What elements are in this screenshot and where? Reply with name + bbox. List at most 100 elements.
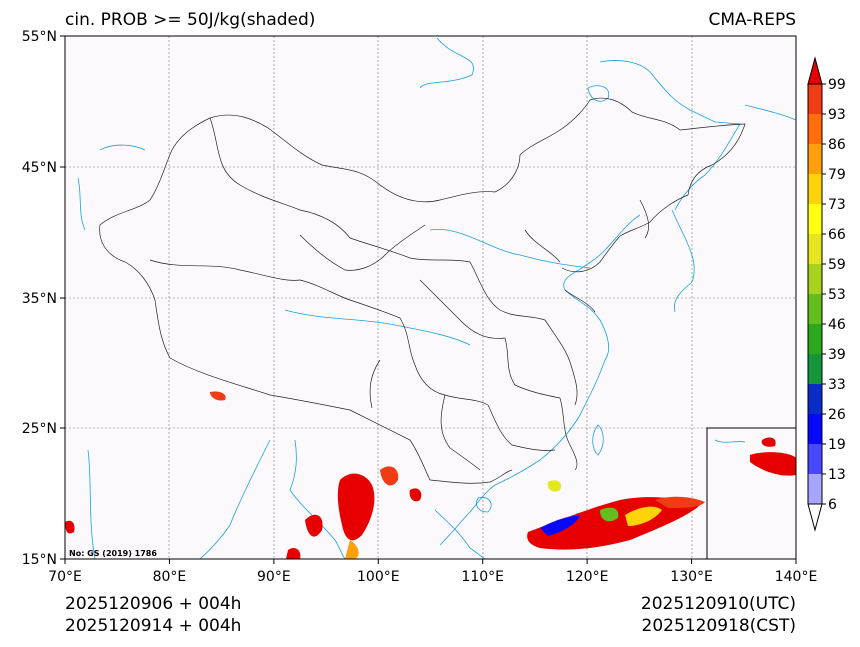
colorbar-label: 33 bbox=[828, 377, 846, 393]
colorbar-extend-low bbox=[807, 503, 823, 532]
china-west-border bbox=[99, 117, 431, 481]
shade-myanmar-south bbox=[345, 540, 359, 559]
colorbar-segment bbox=[808, 384, 822, 414]
lake-baikal bbox=[419, 37, 474, 89]
chart-title: cin. PROB >= 50J/kg(shaded) bbox=[65, 10, 315, 30]
shanxi-boundary bbox=[469, 261, 546, 321]
colorbar-extend-high bbox=[807, 56, 823, 85]
model-name: CMA-REPS bbox=[708, 10, 796, 30]
lat-label: 45°N bbox=[22, 160, 57, 176]
shade-bengal-1 bbox=[305, 514, 323, 537]
colorbar-label: 79 bbox=[828, 167, 846, 183]
approval-number: No: GS (2019) 1786 bbox=[69, 549, 157, 558]
map-background bbox=[65, 36, 796, 559]
shade-green-cell bbox=[600, 507, 619, 522]
colorbar-label: 19 bbox=[828, 437, 846, 453]
anhui-boundary bbox=[544, 319, 578, 406]
lon-label: 90°E bbox=[257, 569, 291, 585]
liaoning-boundary bbox=[561, 235, 621, 273]
colorbar: 6 13 19 26 33 39 46 53 59 66 73 79 86 93 99 bbox=[807, 56, 846, 532]
colorbar-label: 53 bbox=[828, 287, 846, 303]
sichuan-boundary bbox=[399, 317, 489, 406]
balkhash-lake bbox=[99, 144, 146, 151]
okhotsk-coast bbox=[744, 104, 797, 121]
lon-label: 110°E bbox=[461, 569, 504, 585]
china-east-coast bbox=[439, 214, 641, 546]
shade-yellow-cell bbox=[625, 506, 662, 526]
inset-map bbox=[706, 427, 797, 560]
colorbar-label: 99 bbox=[828, 77, 846, 93]
lon-label: 130°E bbox=[670, 569, 713, 585]
shade-small-cell bbox=[547, 480, 562, 492]
shade-philippines bbox=[655, 496, 705, 508]
colorbar-label: 59 bbox=[828, 257, 846, 273]
yangtze-river bbox=[284, 309, 471, 346]
lon-label: 140°E bbox=[775, 569, 818, 585]
colorbar-label: 39 bbox=[828, 347, 846, 363]
shade-vietnam bbox=[409, 488, 422, 502]
colorbar-segment bbox=[808, 444, 822, 474]
inset-shade-small bbox=[761, 437, 776, 447]
inset-shade-red bbox=[750, 452, 796, 476]
colorbar-label: 26 bbox=[828, 407, 846, 423]
india-east-coast bbox=[199, 439, 271, 560]
map-panel: No: GS (2019) 1786 bbox=[64, 35, 797, 560]
colorbar-label: 93 bbox=[828, 107, 846, 123]
hebei-boundary bbox=[524, 229, 561, 263]
colorbar-segment bbox=[808, 474, 822, 504]
colorbar-segment bbox=[808, 144, 822, 174]
lat-label: 35°N bbox=[22, 291, 57, 307]
shade-arabian-sea bbox=[65, 520, 75, 534]
colorbar-segment bbox=[808, 294, 822, 324]
lon-label: 120°E bbox=[566, 569, 609, 585]
shade-blue-band bbox=[540, 515, 580, 536]
colorbar-segment bbox=[808, 114, 822, 144]
valid-time-cst: 2025120918(CST) bbox=[642, 616, 796, 636]
hubei-boundary bbox=[504, 337, 561, 399]
lat-label: 25°N bbox=[22, 421, 57, 437]
lat-label: 55°N bbox=[22, 29, 57, 45]
hunan-boundary bbox=[487, 404, 556, 451]
graticule bbox=[65, 36, 796, 559]
colorbar-segment bbox=[808, 234, 822, 264]
tibet-qinghai-boundary bbox=[149, 259, 401, 319]
shade-nepal bbox=[210, 391, 226, 401]
china-south-border bbox=[429, 469, 513, 484]
shaanxi-boundary bbox=[419, 279, 506, 339]
init-time-cst: 2025120914 + 004h bbox=[65, 616, 241, 636]
bay-of-bengal-coast bbox=[289, 439, 346, 560]
aral-region bbox=[77, 177, 86, 231]
arabian-coast bbox=[87, 449, 96, 560]
yellow-river bbox=[429, 228, 591, 269]
lon-label: 100°E bbox=[357, 569, 400, 585]
init-time-utc: 2025120906 + 004h bbox=[65, 594, 241, 614]
probability-shading bbox=[65, 391, 705, 559]
colorbar-segment bbox=[808, 354, 822, 384]
lat-label: 15°N bbox=[22, 552, 57, 568]
shandong-boundary bbox=[564, 289, 596, 313]
jilin-boundary bbox=[639, 199, 649, 239]
colorbar-label: 13 bbox=[828, 467, 846, 483]
colorbar-label: 6 bbox=[828, 497, 837, 513]
inner-mongolia-boundary bbox=[349, 237, 471, 263]
colorbar-label: 86 bbox=[828, 137, 846, 153]
longitude-axis: 70°E 80°E 90°E 100°E 110°E 120°E 130°E 140°E bbox=[48, 559, 817, 585]
colorbar-segment bbox=[808, 204, 822, 234]
colorbar-label: 66 bbox=[828, 227, 846, 243]
indochina-coast bbox=[434, 509, 486, 560]
colorbar-label: 73 bbox=[828, 197, 846, 213]
inset-frame bbox=[706, 427, 797, 560]
china-north-border bbox=[209, 97, 746, 237]
colorbar-label: 46 bbox=[828, 317, 846, 333]
colorbar-segment bbox=[808, 414, 822, 444]
northern-lake bbox=[587, 85, 610, 102]
jiangxi-boundary bbox=[559, 397, 578, 471]
lon-label: 80°E bbox=[153, 569, 187, 585]
japan-sea-coast bbox=[671, 209, 695, 313]
colorbar-segment bbox=[808, 264, 822, 294]
valid-time-utc: 2025120910(UTC) bbox=[641, 594, 796, 614]
taiwan-coast bbox=[592, 424, 604, 456]
shade-myanmar bbox=[337, 473, 375, 541]
yunnan-boundary bbox=[369, 359, 381, 409]
lon-label: 70°E bbox=[48, 569, 82, 585]
